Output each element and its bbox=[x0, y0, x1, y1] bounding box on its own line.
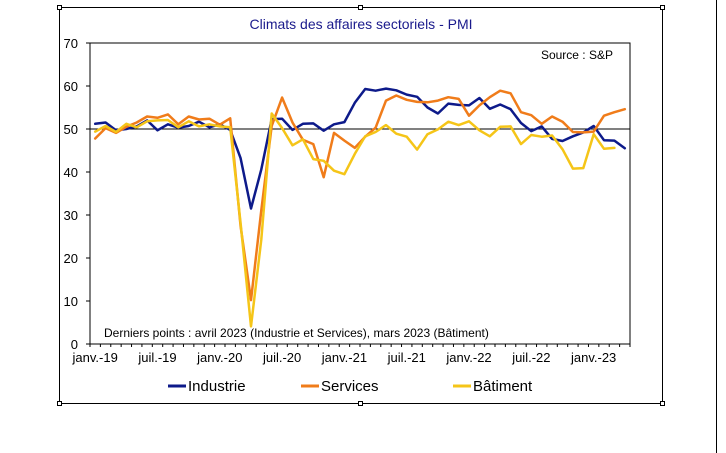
y-tick-label: 70 bbox=[64, 36, 78, 51]
series-line-services bbox=[93, 89, 627, 302]
y-tick-label: 20 bbox=[64, 251, 78, 266]
resize-handle-top[interactable] bbox=[358, 5, 363, 10]
x-tick-label: janv.-20 bbox=[196, 350, 242, 365]
x-tick-label: janv.-19 bbox=[72, 350, 118, 365]
last-points-annotation: Derniers points : avril 2023 (Industrie … bbox=[104, 326, 489, 340]
y-tick-label: 30 bbox=[64, 208, 78, 223]
chart-title: Climats des affaires sectoriels - PMI bbox=[249, 16, 472, 32]
resize-handle-top-right[interactable] bbox=[660, 5, 665, 10]
legend-label-services: Services bbox=[321, 378, 379, 395]
y-axis: 0 10 20 30 40 50 60 70 bbox=[64, 36, 90, 352]
series-lines bbox=[93, 87, 627, 328]
x-tick-label: janv.-22 bbox=[445, 350, 491, 365]
resize-handle-bottom-right[interactable] bbox=[660, 401, 665, 406]
resize-handle-top-left[interactable] bbox=[57, 5, 62, 10]
legend-label-batiment: Bâtiment bbox=[473, 378, 533, 395]
y-tick-label: 40 bbox=[64, 165, 78, 180]
y-tick-label: 0 bbox=[71, 337, 78, 352]
resize-handle-bottom-left[interactable] bbox=[57, 401, 62, 406]
series-line-industrie bbox=[93, 87, 627, 210]
y-tick-label: 60 bbox=[64, 79, 78, 94]
x-tick-label: juil.-21 bbox=[387, 350, 426, 365]
x-tick-label: juil.-19 bbox=[137, 350, 176, 365]
x-tick-label: janv.-23 bbox=[570, 350, 616, 365]
chart-frame[interactable] bbox=[57, 5, 665, 406]
series-line-batiment bbox=[93, 112, 616, 328]
source-note: Source : S&P bbox=[541, 48, 613, 62]
y-tick-label: 50 bbox=[64, 122, 78, 137]
plot-area bbox=[89, 42, 631, 345]
x-tick-label: juil.-22 bbox=[511, 350, 550, 365]
resize-handle-bottom[interactable] bbox=[358, 401, 363, 406]
x-axis: janv.-19 juil.-19 janv.-20 juil.-20 janv.-21… bbox=[72, 344, 631, 365]
x-tick-label: juil.-20 bbox=[262, 350, 301, 365]
y-tick-label: 10 bbox=[64, 294, 78, 309]
legend-label-industrie: Industrie bbox=[188, 378, 246, 395]
window-right-edge bbox=[716, 0, 717, 453]
legend: Industrie Services Bâtiment bbox=[168, 378, 533, 395]
x-tick-label: janv.-21 bbox=[321, 350, 367, 365]
